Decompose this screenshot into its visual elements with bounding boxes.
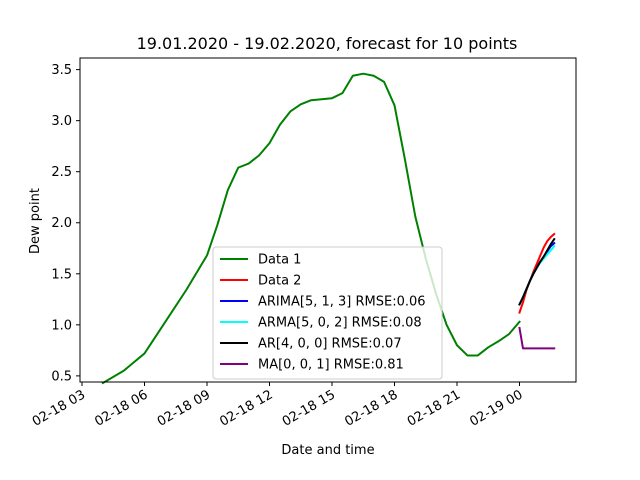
chart-title: 19.01.2020 - 19.02.2020, forecast for 10… — [137, 34, 518, 53]
legend-label: Data 1 — [258, 253, 301, 268]
plot-area — [79, 57, 577, 385]
series-line-1 — [101, 72, 521, 385]
x-axis-label: Date and time — [281, 443, 374, 458]
y-tick-label: 1.5 — [51, 267, 72, 282]
y-tick-label: 2.0 — [51, 216, 72, 231]
y-tick-label: 3.0 — [51, 114, 72, 129]
plot-frame — [79, 57, 577, 383]
y-tick-label: 2.5 — [51, 165, 72, 180]
legend-label: AR[4, 0, 0] RMSE:0.07 — [258, 337, 402, 352]
legend: Data 1 Data 2 ARIMA[5, 1, 3] RMSE:0.06 ARMA… — [212, 246, 443, 380]
series-line-5 — [518, 237, 556, 306]
y-tick-label: 3.5 — [51, 63, 72, 78]
y-tick-label: 1.0 — [51, 318, 72, 333]
y-axis-label: Dew point — [28, 188, 43, 254]
y-tick-label: 0.5 — [51, 369, 72, 384]
series-line-6 — [518, 326, 556, 350]
legend-label: Data 2 — [258, 274, 301, 289]
series-layer — [101, 72, 556, 385]
legend-label: MA[0, 0, 1] RMSE:0.81 — [258, 358, 404, 373]
legend-label: ARIMA[5, 1, 3] RMSE:0.06 — [258, 295, 426, 310]
y-axis: 0.5 1.0 1.5 2.0 2.5 3.0 3.5 — [51, 63, 80, 384]
legend-box — [212, 246, 443, 380]
legend-label: ARMA[5, 0, 2] RMSE:0.08 — [258, 316, 422, 331]
